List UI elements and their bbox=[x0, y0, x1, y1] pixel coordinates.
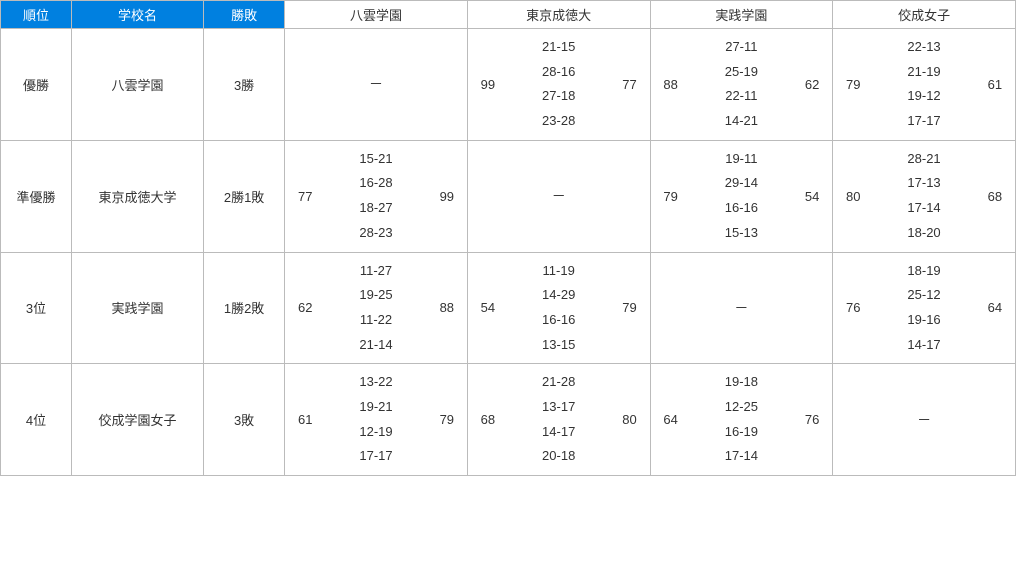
score-left: 99 bbox=[467, 29, 508, 141]
rank-cell: 4位 bbox=[1, 364, 72, 476]
quarter-scores: 11-2719-2511-2221-14 bbox=[325, 252, 426, 364]
self-cell: － bbox=[467, 140, 650, 252]
quarter-scores: 11-1914-2916-1613-15 bbox=[508, 252, 609, 364]
score-right: 80 bbox=[609, 364, 650, 476]
table-row: 準優勝東京成徳大学2勝1敗7715-2116-2818-2728-2399－79… bbox=[1, 140, 1016, 252]
score-right: 76 bbox=[792, 364, 833, 476]
score-right: 68 bbox=[975, 140, 1016, 252]
score-right: 64 bbox=[975, 252, 1016, 364]
quarter-scores: 28-2117-1317-1418-20 bbox=[873, 140, 974, 252]
score-left: 79 bbox=[833, 29, 874, 141]
score-left: 77 bbox=[285, 140, 326, 252]
header-row: 順位 学校名 勝敗 八雲学園 東京成徳大 実践学園 佼成女子 bbox=[1, 1, 1016, 29]
quarter-scores: 22-1321-1919-1217-17 bbox=[873, 29, 974, 141]
header-opponent-2: 実践学園 bbox=[650, 1, 833, 29]
header-rank: 順位 bbox=[1, 1, 72, 29]
score-right: 62 bbox=[792, 29, 833, 141]
score-right: 79 bbox=[609, 252, 650, 364]
school-cell: 八雲学園 bbox=[72, 29, 204, 141]
header-opponent-0: 八雲学園 bbox=[285, 1, 468, 29]
header-school: 学校名 bbox=[72, 1, 204, 29]
header-opponent-3: 佼成女子 bbox=[833, 1, 1016, 29]
score-right: 99 bbox=[427, 140, 468, 252]
rank-cell: 3位 bbox=[1, 252, 72, 364]
score-left: 62 bbox=[285, 252, 326, 364]
score-right: 77 bbox=[609, 29, 650, 141]
quarter-scores: 15-2116-2818-2728-23 bbox=[325, 140, 426, 252]
score-right: 88 bbox=[427, 252, 468, 364]
score-left: 76 bbox=[833, 252, 874, 364]
table-row: 3位実践学園1勝2敗6211-2719-2511-2221-14885411-1… bbox=[1, 252, 1016, 364]
record-cell: 3勝 bbox=[203, 29, 284, 141]
score-right: 79 bbox=[427, 364, 468, 476]
quarter-scores: 27-1125-1922-1114-21 bbox=[691, 29, 792, 141]
score-left: 64 bbox=[650, 364, 691, 476]
self-cell: － bbox=[833, 364, 1016, 476]
quarter-scores: 19-1129-1416-1615-13 bbox=[691, 140, 792, 252]
score-left: 79 bbox=[650, 140, 691, 252]
record-cell: 1勝2敗 bbox=[203, 252, 284, 364]
quarter-scores: 21-2813-1714-1720-18 bbox=[508, 364, 609, 476]
quarter-scores: 21-1528-1627-1823-28 bbox=[508, 29, 609, 141]
header-opponent-1: 東京成徳大 bbox=[467, 1, 650, 29]
header-record: 勝敗 bbox=[203, 1, 284, 29]
record-cell: 3敗 bbox=[203, 364, 284, 476]
score-left: 61 bbox=[285, 364, 326, 476]
quarter-scores: 18-1925-1219-1614-17 bbox=[873, 252, 974, 364]
self-cell: － bbox=[285, 29, 468, 141]
score-left: 80 bbox=[833, 140, 874, 252]
score-left: 68 bbox=[467, 364, 508, 476]
rank-cell: 準優勝 bbox=[1, 140, 72, 252]
school-cell: 佼成学園女子 bbox=[72, 364, 204, 476]
results-table: 順位 学校名 勝敗 八雲学園 東京成徳大 実践学園 佼成女子 優勝八雲学園3勝－… bbox=[0, 0, 1016, 476]
quarter-scores: 19-1812-2516-1917-14 bbox=[691, 364, 792, 476]
school-cell: 東京成徳大学 bbox=[72, 140, 204, 252]
school-cell: 実践学園 bbox=[72, 252, 204, 364]
quarter-scores: 13-2219-2112-1917-17 bbox=[325, 364, 426, 476]
score-left: 88 bbox=[650, 29, 691, 141]
table-row: 4位佼成学園女子3敗6113-2219-2112-1917-17796821-2… bbox=[1, 364, 1016, 476]
self-cell: － bbox=[650, 252, 833, 364]
score-right: 61 bbox=[975, 29, 1016, 141]
record-cell: 2勝1敗 bbox=[203, 140, 284, 252]
rank-cell: 優勝 bbox=[1, 29, 72, 141]
score-right: 54 bbox=[792, 140, 833, 252]
table-row: 優勝八雲学園3勝－9921-1528-1627-1823-28778827-11… bbox=[1, 29, 1016, 141]
score-left: 54 bbox=[467, 252, 508, 364]
